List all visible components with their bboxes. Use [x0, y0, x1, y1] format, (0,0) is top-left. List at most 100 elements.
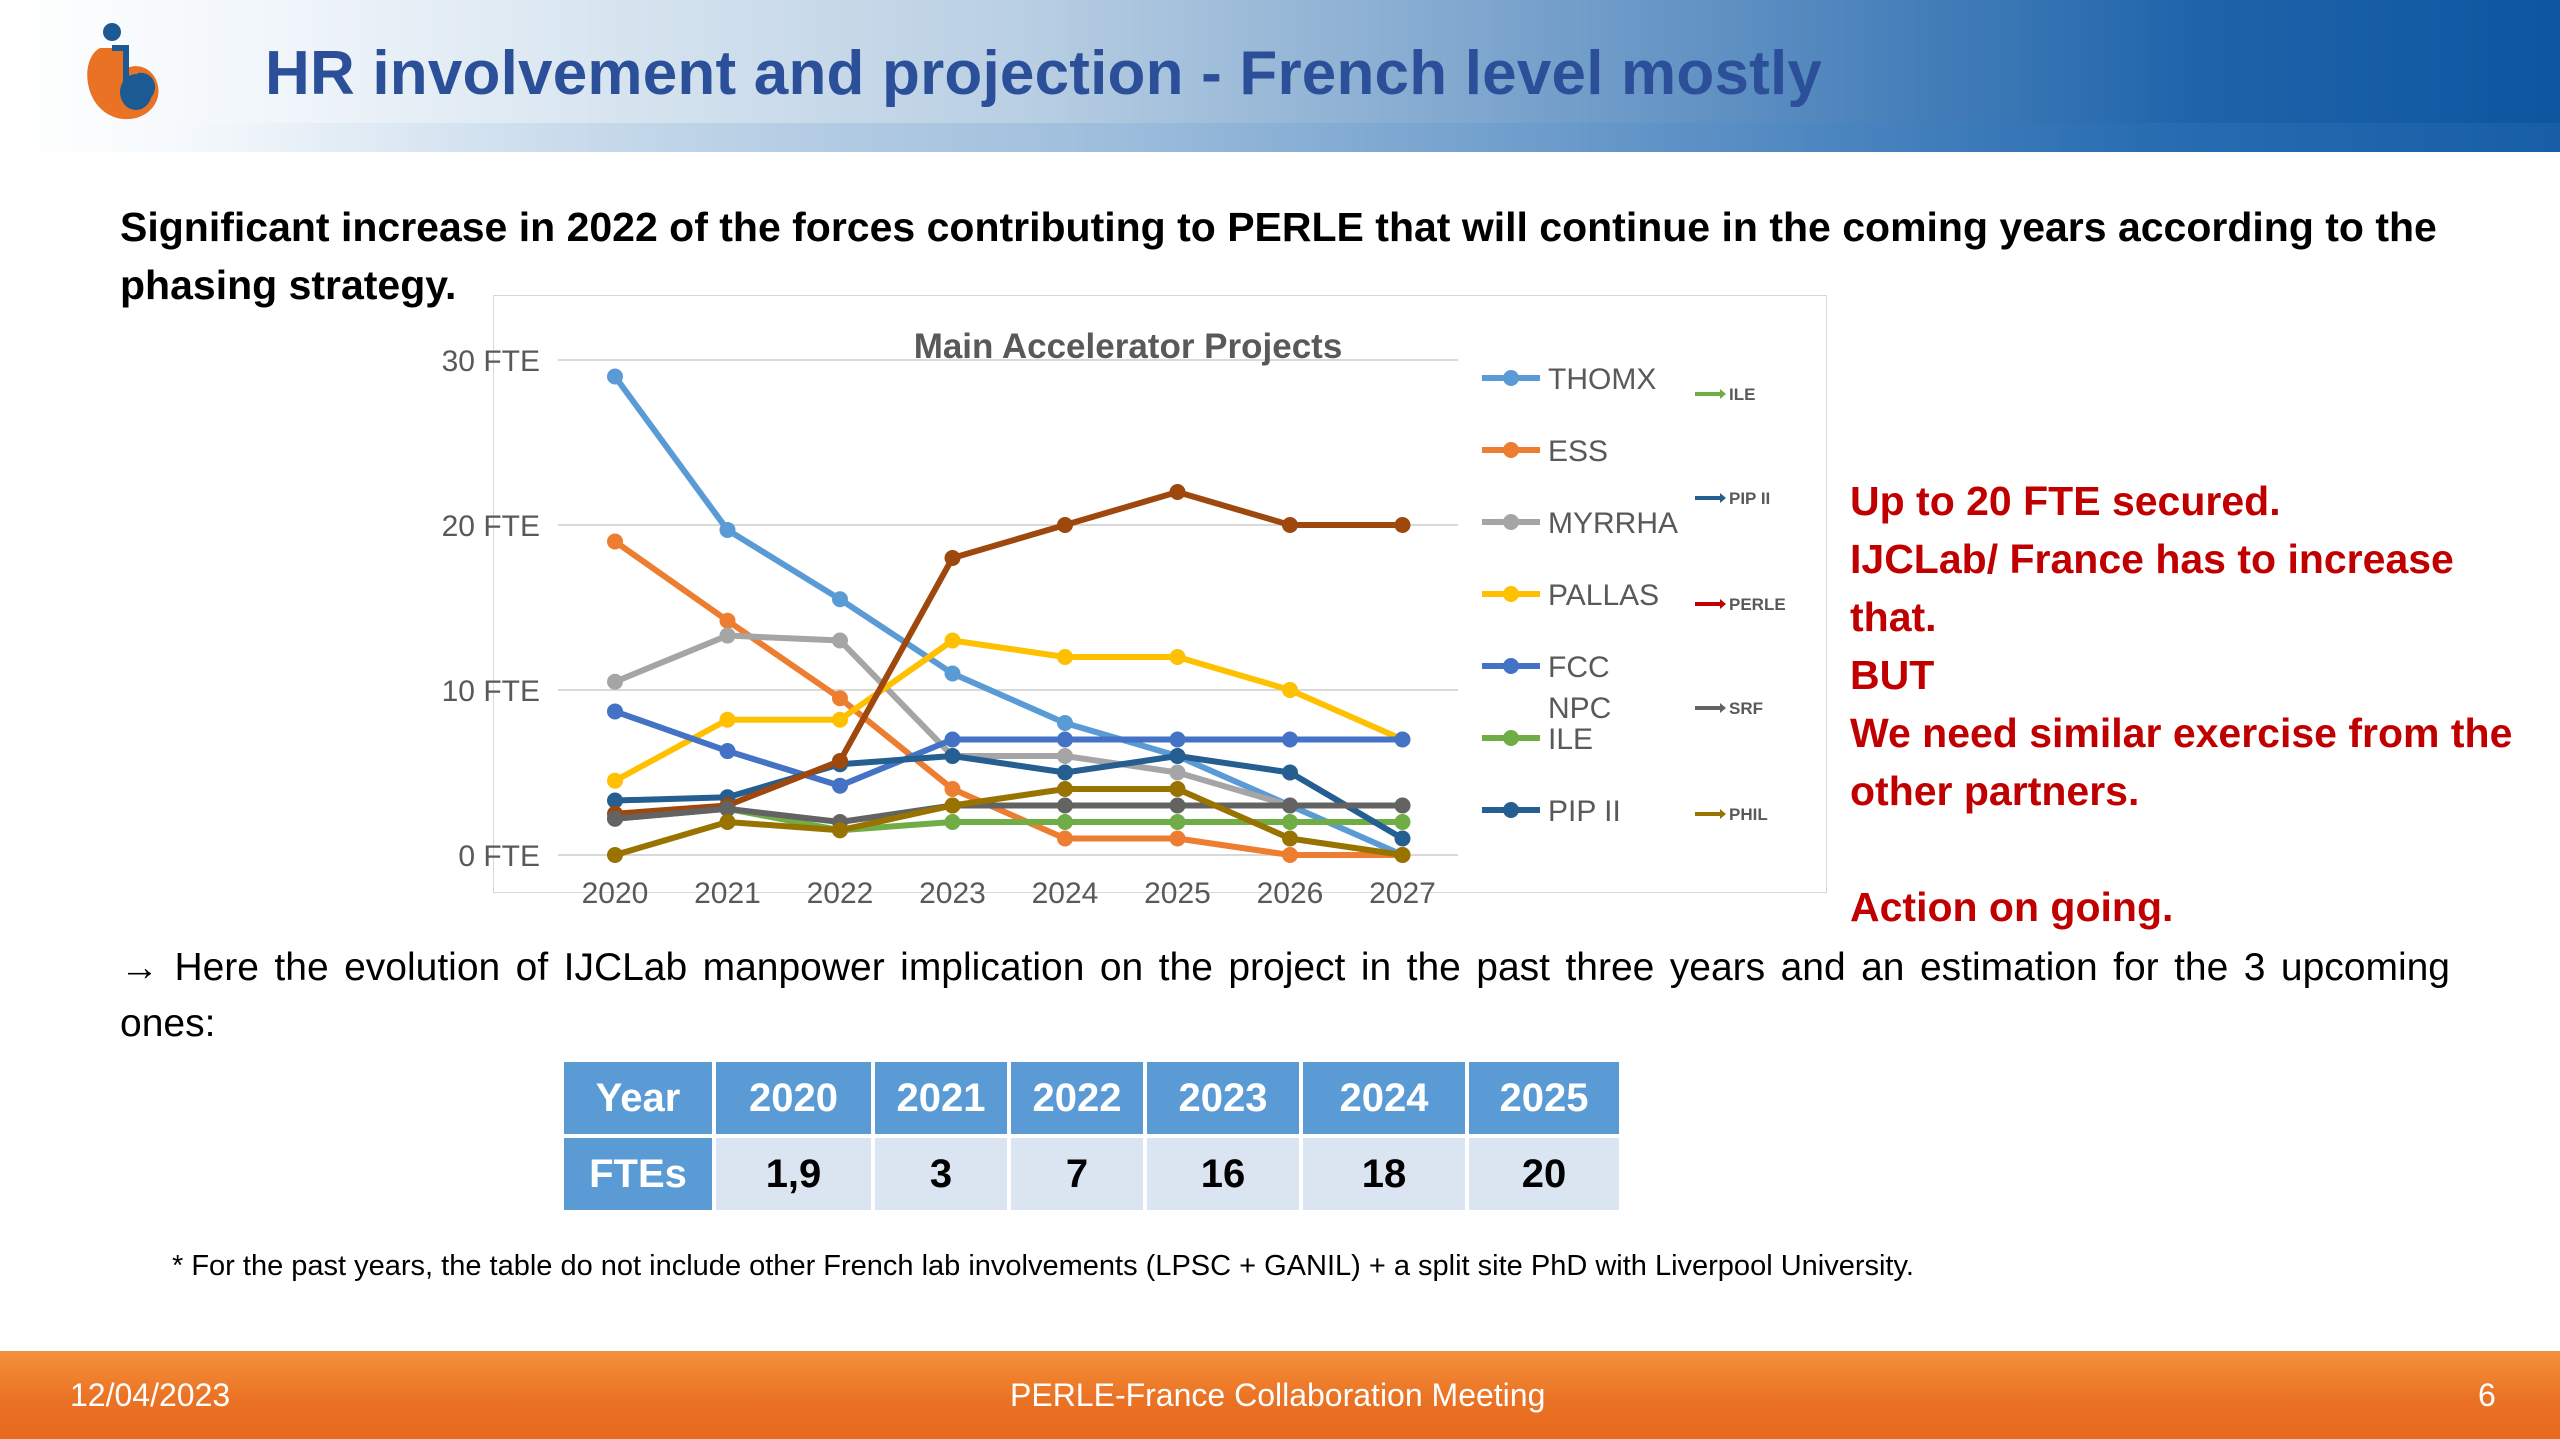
data-point	[1394, 830, 1411, 847]
data-point	[944, 665, 961, 682]
data-point	[1169, 649, 1186, 665]
data-point	[607, 847, 623, 863]
legend-extra-arrow	[1720, 809, 1726, 819]
data-point	[607, 810, 623, 827]
x-tick-label: 2027	[1369, 877, 1436, 910]
year-cell: 2021	[875, 1062, 1007, 1134]
intro-text: Significant increase in 2022 of the forc…	[120, 204, 2437, 308]
data-point	[1394, 517, 1411, 533]
legend-extra-label: SRF	[1729, 699, 1763, 718]
evolution-text: → Here the evolution of IJCLab manpower …	[120, 946, 2450, 1045]
legend-extra-arrow	[1720, 599, 1726, 609]
data-point	[607, 703, 623, 720]
side-note-line	[1850, 820, 2550, 878]
data-point	[1394, 731, 1411, 748]
page-number: 6	[2478, 1377, 2496, 1413]
data-point	[832, 777, 848, 794]
legend-extra-label: PHIL	[1729, 805, 1768, 824]
x-tick-label: 2021	[694, 877, 761, 910]
year-cell: 2020	[716, 1062, 871, 1134]
page-title: HR involvement and projection - French l…	[265, 39, 1823, 108]
side-note-line: other partners.	[1850, 768, 2140, 814]
series-line	[613, 637, 1404, 784]
data-point	[1169, 814, 1186, 830]
legend-extra-label: PIP II	[1729, 489, 1770, 508]
data-point	[607, 772, 623, 789]
y-tick-label: 0 FTE	[458, 840, 540, 873]
data-point	[719, 743, 736, 760]
data-point	[1282, 797, 1298, 814]
data-point	[1394, 797, 1411, 814]
table-row: Year 2020 2021 2022 2023 2024 2025	[564, 1062, 1619, 1134]
data-point	[1169, 781, 1186, 797]
data-point	[832, 752, 848, 769]
x-tick-label: 2023	[919, 877, 986, 910]
legend-label: PALLAS	[1548, 579, 1659, 612]
y-tick-label: 10 FTE	[442, 675, 540, 708]
data-point	[1282, 682, 1298, 698]
data-point	[1057, 649, 1073, 665]
x-tick-label: 2025	[1144, 877, 1211, 910]
data-point	[719, 800, 736, 817]
footer-bar: 12/04/2023 PERLE-France Collaboration Me…	[0, 1351, 2560, 1439]
legend-swatch-marker	[1503, 730, 1519, 746]
data-point	[944, 731, 961, 748]
legend-extra-label: ILE	[1729, 385, 1755, 404]
year-cell: 2022	[1011, 1062, 1143, 1134]
data-point	[1394, 814, 1411, 830]
fte-cell: 20	[1469, 1138, 1619, 1210]
line-chart: 0 FTE 10 FTE 20 FTE 30 FTE 2020 2021 2022 2023 2…	[442, 327, 1786, 910]
data-point	[1057, 748, 1073, 764]
data-point	[719, 612, 736, 629]
side-note-line: that.	[1850, 594, 1937, 640]
x-tick-label: 2024	[1032, 877, 1099, 910]
legend-swatch-marker	[1503, 658, 1519, 674]
data-point	[719, 814, 736, 830]
data-point	[1169, 484, 1186, 500]
header-strip	[170, 123, 2560, 152]
table-row: FTEs 1,9 3 7 16 18 20	[564, 1138, 1619, 1210]
data-point	[1282, 847, 1298, 863]
table-row-label: Year	[564, 1062, 712, 1134]
data-point	[1057, 781, 1073, 797]
series-line	[613, 632, 1403, 809]
series-line	[614, 753, 1405, 842]
legend-swatch-marker	[1503, 586, 1519, 602]
data-point	[944, 632, 961, 649]
data-point	[1057, 517, 1073, 533]
legend-label: NPC	[1548, 692, 1611, 725]
data-point	[1057, 764, 1073, 781]
legend-extra-arrow	[1720, 493, 1726, 503]
data-point	[1057, 731, 1073, 748]
data-point	[1057, 830, 1073, 847]
legend-label: FCC	[1548, 651, 1610, 684]
data-point	[607, 368, 623, 385]
data-point	[1057, 715, 1073, 731]
year-cell: 2024	[1303, 1062, 1465, 1134]
side-note-line: BUT	[1850, 652, 1935, 698]
legend-swatch-marker	[1503, 442, 1519, 458]
data-point	[832, 632, 848, 649]
data-point	[1282, 517, 1298, 533]
fte-cell: 16	[1147, 1138, 1299, 1210]
footer-meeting: PERLE-France Collaboration Meeting	[1010, 1377, 1546, 1413]
x-tick-label: 2020	[582, 877, 649, 910]
legend-label: PIP II	[1548, 795, 1621, 828]
series-line	[614, 489, 1403, 817]
data-point	[944, 550, 961, 566]
data-point	[832, 822, 848, 839]
data-point	[1169, 764, 1186, 781]
year-cell: 2023	[1147, 1062, 1299, 1134]
data-point	[1282, 830, 1298, 847]
fte-table: Year 2020 2021 2022 2023 2024 2025 FTEs …	[560, 1058, 1623, 1214]
legend-swatch-marker	[1503, 370, 1519, 386]
side-note-line: IJCLab/ France has to increase	[1850, 536, 2454, 582]
data-point	[607, 673, 623, 690]
data-point	[1169, 748, 1186, 764]
side-note-line: Action on going.	[1850, 884, 2174, 930]
data-point	[1169, 797, 1186, 814]
data-point	[944, 748, 961, 764]
data-point	[832, 591, 848, 608]
legend-label: ESS	[1548, 435, 1608, 468]
series-line	[614, 802, 1403, 825]
